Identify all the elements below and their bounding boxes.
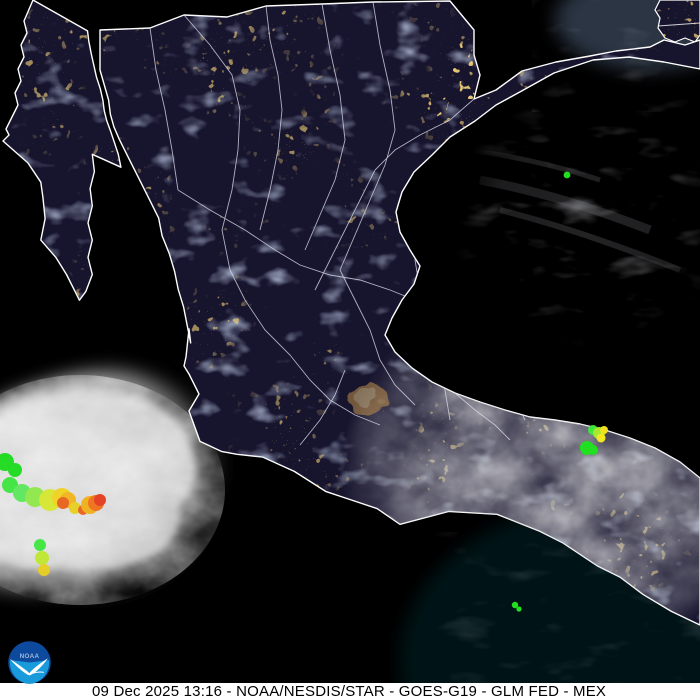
svg-text:NOAA: NOAA [20, 653, 40, 660]
